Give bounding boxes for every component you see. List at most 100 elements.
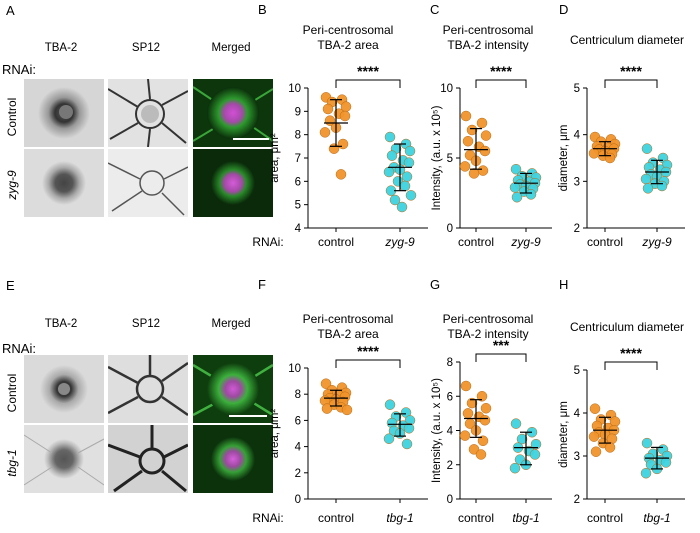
y-tick-label: 2 bbox=[295, 468, 301, 480]
category-label: tbg-1 bbox=[643, 511, 670, 525]
data-point bbox=[588, 148, 600, 159]
rnai-label: RNAi: bbox=[2, 62, 36, 77]
significance-bracket bbox=[475, 79, 527, 88]
chart-title: TBA-2 area bbox=[317, 327, 379, 341]
data-point bbox=[462, 135, 474, 147]
y-tick-label: 8 bbox=[295, 130, 301, 142]
significance-bracket bbox=[604, 361, 658, 370]
data-point bbox=[510, 418, 522, 429]
chart-h-centriculum-diameter: H Centriculum diameter 2 3 4 5 diameter, μm con… bbox=[558, 277, 685, 525]
significance-stars: **** bbox=[620, 63, 642, 79]
data-point bbox=[640, 467, 652, 479]
category-label: tbg-1 bbox=[512, 511, 539, 525]
data-point bbox=[590, 446, 602, 457]
row-label-zyg9: zyg-9 bbox=[5, 170, 19, 200]
data-point bbox=[401, 438, 413, 450]
data-point bbox=[460, 380, 472, 392]
panel-letter: F bbox=[258, 277, 266, 292]
column-title-merged: Merged bbox=[211, 318, 251, 330]
data-point bbox=[530, 438, 542, 450]
panel-letter: H bbox=[559, 277, 568, 292]
significance-bracket bbox=[335, 79, 401, 88]
y-axis-label: area, μm² bbox=[269, 409, 281, 459]
data-point bbox=[529, 449, 541, 460]
data-point bbox=[341, 404, 353, 416]
data-point bbox=[328, 143, 340, 154]
y-tick-label: 9 bbox=[295, 106, 301, 118]
y-tick-label: 2 bbox=[447, 460, 453, 472]
data-point bbox=[642, 183, 654, 194]
chart-title: Peri-centrosomal bbox=[303, 312, 394, 326]
data-point bbox=[509, 462, 521, 474]
data-point bbox=[383, 433, 395, 444]
data-point bbox=[656, 180, 668, 192]
data-point bbox=[320, 378, 332, 389]
data-point bbox=[383, 166, 395, 178]
chart-title: Peri-centrosomal bbox=[303, 23, 394, 37]
column-title-sp12: SP12 bbox=[131, 318, 161, 330]
data-point bbox=[405, 190, 417, 201]
y-tick-label: 4 bbox=[295, 442, 302, 454]
data-point bbox=[480, 402, 492, 414]
data-point bbox=[604, 152, 616, 164]
significance-stars: **** bbox=[490, 63, 512, 79]
data-point bbox=[466, 124, 478, 136]
data-point bbox=[604, 442, 616, 453]
y-tick-label: 5 bbox=[574, 83, 580, 95]
data-point bbox=[480, 130, 492, 141]
row-label-control: Control bbox=[5, 373, 19, 413]
y-tick-label: 0 bbox=[447, 494, 453, 506]
significance-bracket bbox=[604, 79, 658, 88]
data-point bbox=[403, 423, 415, 434]
y-tick-label: 5 bbox=[574, 365, 580, 377]
data-point bbox=[476, 117, 488, 129]
rnai-axis-label: RNAi: bbox=[252, 235, 283, 249]
category-label: control bbox=[458, 511, 494, 525]
category-label: control bbox=[318, 235, 354, 249]
row-label-tbg1: tbg-1 bbox=[5, 449, 19, 477]
data-point bbox=[459, 430, 471, 441]
data-point bbox=[459, 161, 471, 172]
y-tick-label: 5 bbox=[447, 153, 453, 165]
significance-stars: *** bbox=[493, 337, 510, 353]
data-point bbox=[511, 191, 523, 203]
data-point bbox=[321, 403, 333, 414]
data-point bbox=[339, 110, 351, 122]
y-tick-label: 6 bbox=[295, 176, 301, 188]
data-point bbox=[477, 435, 489, 447]
significance-bracket bbox=[335, 359, 401, 368]
data-point bbox=[588, 431, 600, 442]
significance-bracket bbox=[475, 353, 527, 362]
data-point bbox=[404, 145, 416, 157]
data-point bbox=[476, 391, 488, 402]
data-point bbox=[389, 194, 401, 206]
y-tick-label: 0 bbox=[295, 494, 301, 506]
panel-letter: B bbox=[258, 2, 267, 17]
y-axis-label: diameter, μm bbox=[558, 125, 570, 192]
y-tick-label: 6 bbox=[447, 391, 453, 403]
data-point bbox=[475, 449, 487, 460]
y-axis-label: area, μm² bbox=[269, 133, 281, 183]
data-point bbox=[403, 157, 415, 168]
data-point bbox=[589, 403, 601, 414]
data-point bbox=[396, 201, 408, 213]
y-tick-label: 4 bbox=[574, 408, 581, 420]
significance-stars: **** bbox=[620, 345, 642, 361]
category-label: control bbox=[587, 235, 623, 249]
data-point bbox=[399, 180, 411, 192]
data-point bbox=[479, 145, 491, 157]
data-point bbox=[641, 437, 653, 449]
data-point bbox=[509, 182, 521, 193]
data-point bbox=[606, 433, 618, 445]
data-point bbox=[384, 131, 396, 143]
micrograph-sp12-zyg9 bbox=[108, 149, 188, 217]
y-tick-label: 2 bbox=[574, 223, 580, 235]
micrograph-merged-control bbox=[193, 355, 273, 423]
data-point bbox=[460, 110, 472, 122]
y-tick-label: 7 bbox=[295, 153, 301, 165]
significance-stars: **** bbox=[357, 343, 379, 359]
chart-title: TBA-2 intensity bbox=[447, 327, 528, 341]
chart-title: Centriculum diameter bbox=[570, 320, 684, 334]
